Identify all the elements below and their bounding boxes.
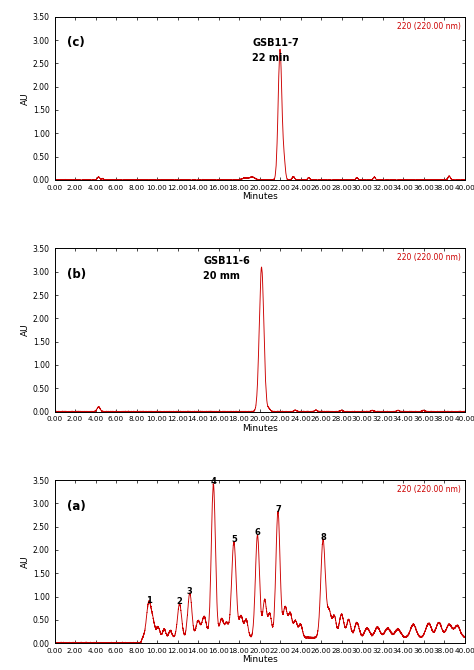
Y-axis label: AU: AU xyxy=(21,555,30,568)
Text: 220 (220.00 nm): 220 (220.00 nm) xyxy=(397,253,460,262)
Text: 1: 1 xyxy=(146,596,152,605)
Text: 3: 3 xyxy=(187,587,193,596)
Text: GSB11-6: GSB11-6 xyxy=(203,256,250,266)
Text: 4: 4 xyxy=(210,477,216,486)
Text: 22 min: 22 min xyxy=(252,54,290,64)
Text: 220 (220.00 nm): 220 (220.00 nm) xyxy=(397,21,460,31)
X-axis label: Minutes: Minutes xyxy=(242,655,277,665)
Text: 2: 2 xyxy=(177,598,182,606)
Text: 6: 6 xyxy=(255,529,260,537)
Text: 20 mm: 20 mm xyxy=(203,271,240,281)
Text: 7: 7 xyxy=(275,505,281,514)
Text: (b): (b) xyxy=(67,268,86,281)
Text: (a): (a) xyxy=(67,500,86,513)
Y-axis label: AU: AU xyxy=(21,92,30,105)
Text: 5: 5 xyxy=(231,535,237,545)
Text: 8: 8 xyxy=(320,533,326,542)
Text: 220 (220.00 nm): 220 (220.00 nm) xyxy=(397,485,460,494)
Text: (c): (c) xyxy=(67,36,84,50)
X-axis label: Minutes: Minutes xyxy=(242,192,277,201)
X-axis label: Minutes: Minutes xyxy=(242,424,277,433)
Y-axis label: AU: AU xyxy=(21,324,30,336)
Text: GSB11-7: GSB11-7 xyxy=(252,38,299,48)
